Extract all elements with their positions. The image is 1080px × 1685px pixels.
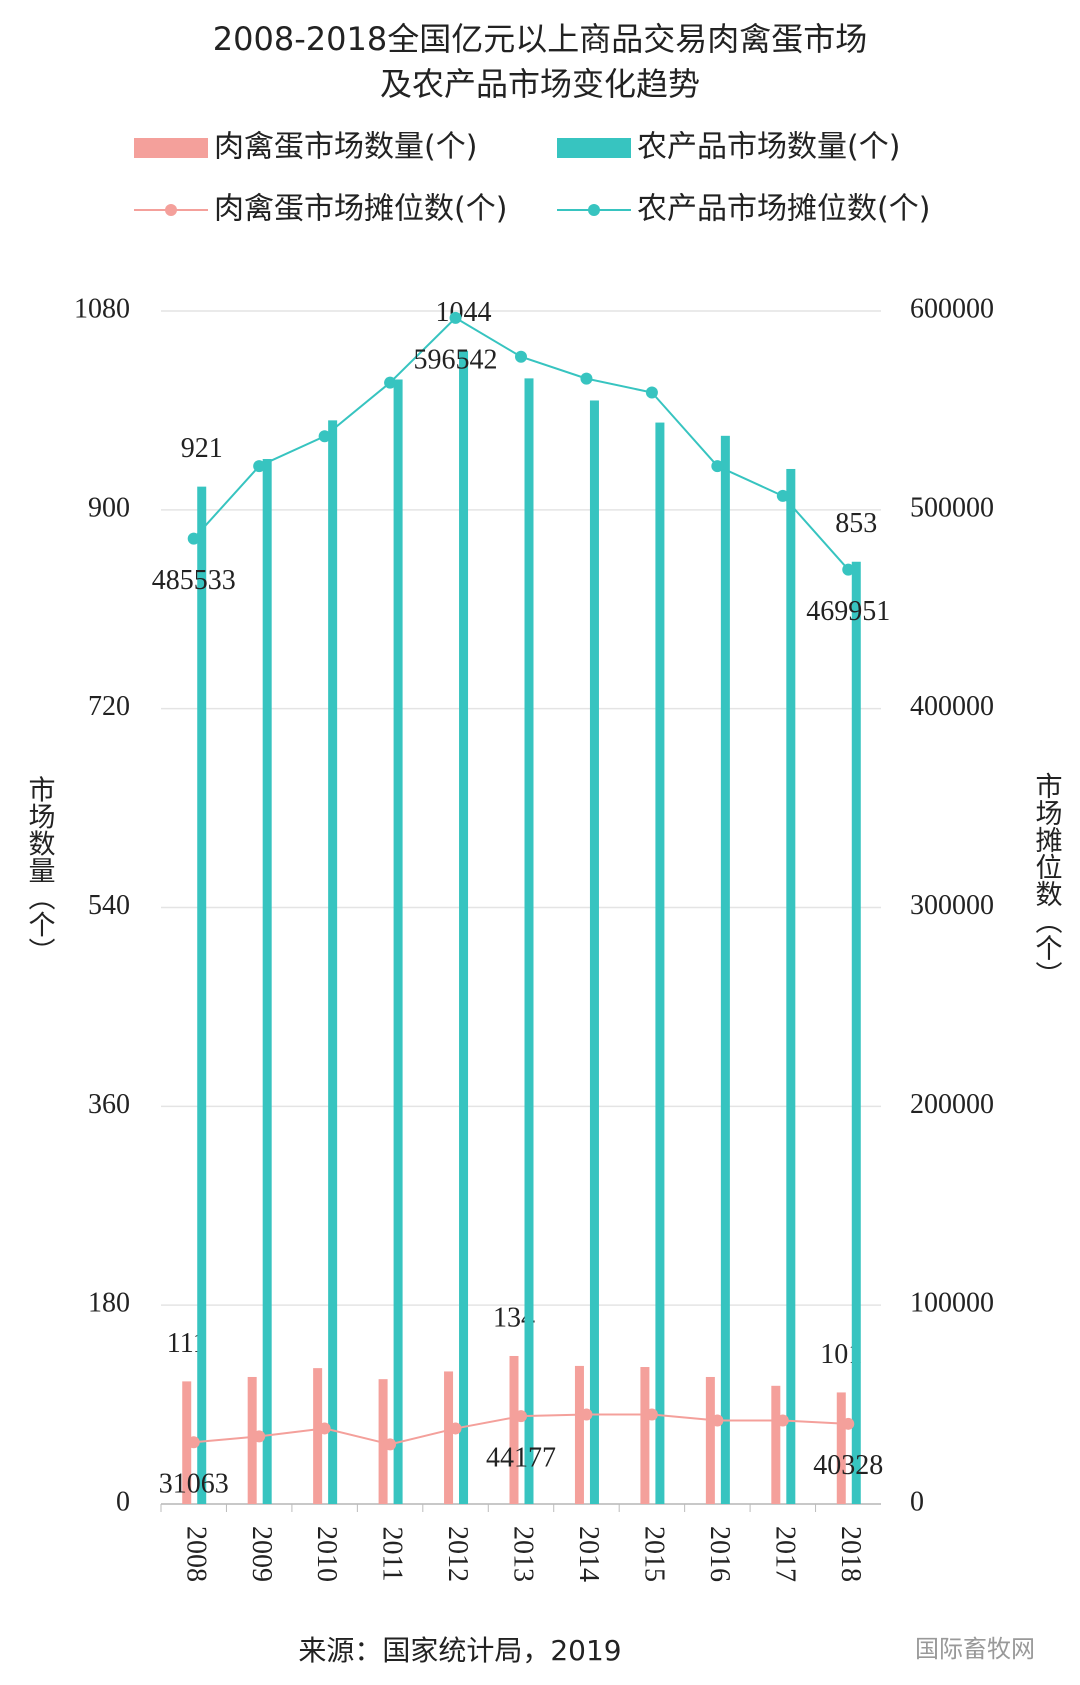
bar — [393, 379, 403, 1504]
line-point — [253, 460, 266, 473]
x-tick-label: 2009 — [246, 1526, 277, 1582]
legend-label: 肉禽蛋市场数量(个) — [214, 130, 477, 165]
data-label: 485533 — [152, 565, 236, 596]
bar — [851, 561, 861, 1504]
bar — [786, 468, 796, 1504]
bar — [640, 1367, 650, 1504]
chart-subtitle: 及农产品市场变化趋势 — [380, 65, 700, 103]
y-tick-label: 0 — [116, 1486, 130, 1517]
data-label: 40328 — [813, 1450, 883, 1481]
y2-tick-label: 400000 — [910, 691, 994, 722]
line-point — [318, 1422, 331, 1435]
y-tick-label: 1080 — [74, 293, 130, 324]
line-point — [842, 1417, 855, 1430]
x-tick-label: 2010 — [311, 1526, 342, 1582]
line-point — [253, 1430, 266, 1443]
source-note: 来源：国家统计局，2019 — [298, 1634, 621, 1667]
x-tick-label: 2013 — [508, 1526, 539, 1582]
y-axis-title: 市场数量（个） — [24, 775, 56, 964]
watermark: 国际畜牧网 — [915, 1635, 1035, 1663]
y2-axis-title: 市场摊位数（个） — [1031, 772, 1063, 988]
bar — [771, 1385, 781, 1504]
bar — [705, 1376, 715, 1504]
line-point — [711, 1414, 724, 1427]
data-label: 44177 — [486, 1443, 556, 1474]
bar — [509, 1355, 519, 1504]
bar — [197, 486, 207, 1504]
y2-tick-label: 200000 — [910, 1089, 994, 1120]
x-tick-label: 2011 — [377, 1527, 408, 1582]
line-point — [580, 372, 593, 385]
y-tick-label: 360 — [88, 1089, 130, 1120]
legend-label: 农产品市场数量(个) — [637, 130, 900, 165]
legend-swatch — [588, 204, 600, 216]
line-point — [449, 311, 462, 324]
x-tick-label: 2017 — [769, 1526, 800, 1582]
data-label: 31063 — [159, 1469, 229, 1500]
bar — [247, 1376, 257, 1504]
bar — [574, 1365, 584, 1504]
data-label: 853 — [835, 508, 877, 539]
x-tick-label: 2018 — [835, 1526, 866, 1582]
x-tick-label: 2008 — [180, 1526, 211, 1582]
bar — [313, 1368, 323, 1504]
y-tick-label: 540 — [88, 890, 130, 921]
y2-tick-label: 300000 — [910, 890, 994, 921]
bar — [720, 435, 730, 1505]
x-tick-label: 2016 — [704, 1526, 735, 1582]
line-point — [515, 350, 527, 363]
bar — [589, 400, 599, 1505]
x-tick-label: 2015 — [638, 1526, 669, 1582]
line-point — [842, 563, 855, 576]
line-point — [776, 1414, 789, 1427]
y2-tick-label: 600000 — [910, 293, 994, 324]
bar — [836, 1392, 846, 1504]
y2-tick-label: 500000 — [910, 492, 994, 523]
bar — [655, 422, 665, 1504]
chart-title: 2008-2018全国亿元以上商品交易肉禽蛋市场 — [213, 20, 867, 58]
bar — [459, 350, 469, 1505]
bar — [444, 1371, 454, 1504]
line-point — [711, 460, 724, 473]
bar — [182, 1381, 192, 1504]
legend-swatch — [134, 138, 208, 158]
bar — [328, 420, 338, 1504]
legend-label: 农产品市场摊位数(个) — [637, 192, 930, 227]
legend-label: 肉禽蛋市场摊位数(个) — [214, 192, 507, 227]
data-label: 596542 — [414, 344, 498, 375]
legend-swatch — [557, 138, 631, 158]
line-point — [515, 1410, 527, 1423]
x-tick-label: 2012 — [442, 1526, 473, 1582]
line-point — [580, 1408, 593, 1421]
line-point — [645, 386, 658, 399]
line-point — [449, 1422, 462, 1435]
line-point — [384, 376, 397, 389]
y-tick-label: 180 — [88, 1288, 130, 1319]
data-label: 921 — [181, 433, 223, 464]
x-tick-label: 2014 — [573, 1526, 604, 1582]
line-point — [187, 1436, 200, 1449]
y-tick-label: 720 — [88, 691, 130, 722]
y2-tick-label: 100000 — [910, 1288, 994, 1319]
y2-tick-label: 0 — [910, 1486, 924, 1517]
line-point — [645, 1408, 658, 1421]
y-tick-label: 900 — [88, 492, 130, 523]
line-point — [187, 532, 200, 545]
line-point — [776, 489, 789, 502]
bar — [262, 459, 272, 1504]
line-point — [318, 430, 331, 443]
bar — [524, 378, 534, 1504]
line-point — [384, 1438, 397, 1451]
data-label: 469951 — [806, 596, 890, 627]
bar — [378, 1379, 388, 1504]
legend-swatch — [165, 204, 177, 216]
